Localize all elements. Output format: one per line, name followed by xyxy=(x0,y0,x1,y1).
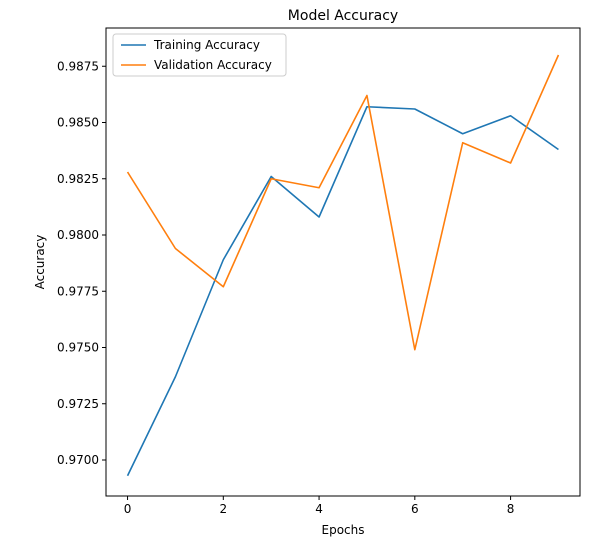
x-tick-label: 6 xyxy=(411,502,419,516)
plot-area-frame xyxy=(105,27,581,497)
y-tick-label: 0.9725 xyxy=(57,397,99,411)
chart-title: Model Accuracy xyxy=(288,8,398,24)
legend-frame xyxy=(112,33,287,77)
y-tick-label: 0.9750 xyxy=(57,341,99,355)
legend-label-training: Training Accuracy xyxy=(153,38,260,52)
legend: Training Accuracy Validation Accuracy xyxy=(112,33,287,77)
y-tick-label: 0.9825 xyxy=(57,172,99,186)
validation-accuracy-line xyxy=(126,54,560,351)
x-axis-label: Epochs xyxy=(322,523,365,537)
x-tick-label: 8 xyxy=(507,502,515,516)
series-lines xyxy=(126,54,560,477)
training-accuracy-line xyxy=(126,105,559,477)
y-tick-label: 0.9875 xyxy=(57,59,99,73)
y-tick-label: 0.9700 xyxy=(57,453,99,467)
x-tick-label: 2 xyxy=(219,502,227,516)
y-tick-label: 0.9850 xyxy=(57,116,99,130)
legend-label-validation: Validation Accuracy xyxy=(154,58,272,72)
x-axis-ticks: 0 2 4 6 8 xyxy=(124,496,515,516)
y-axis-label: Accuracy xyxy=(33,235,47,290)
y-tick-label: 0.9800 xyxy=(57,228,99,242)
y-tick-label: 0.9775 xyxy=(57,284,99,298)
x-tick-label: 0 xyxy=(124,502,132,516)
x-tick-label: 4 xyxy=(315,502,323,516)
y-axis-ticks: 0.9700 0.9725 0.9750 0.9775 0.9800 0.9825 0.98… xyxy=(57,59,106,467)
